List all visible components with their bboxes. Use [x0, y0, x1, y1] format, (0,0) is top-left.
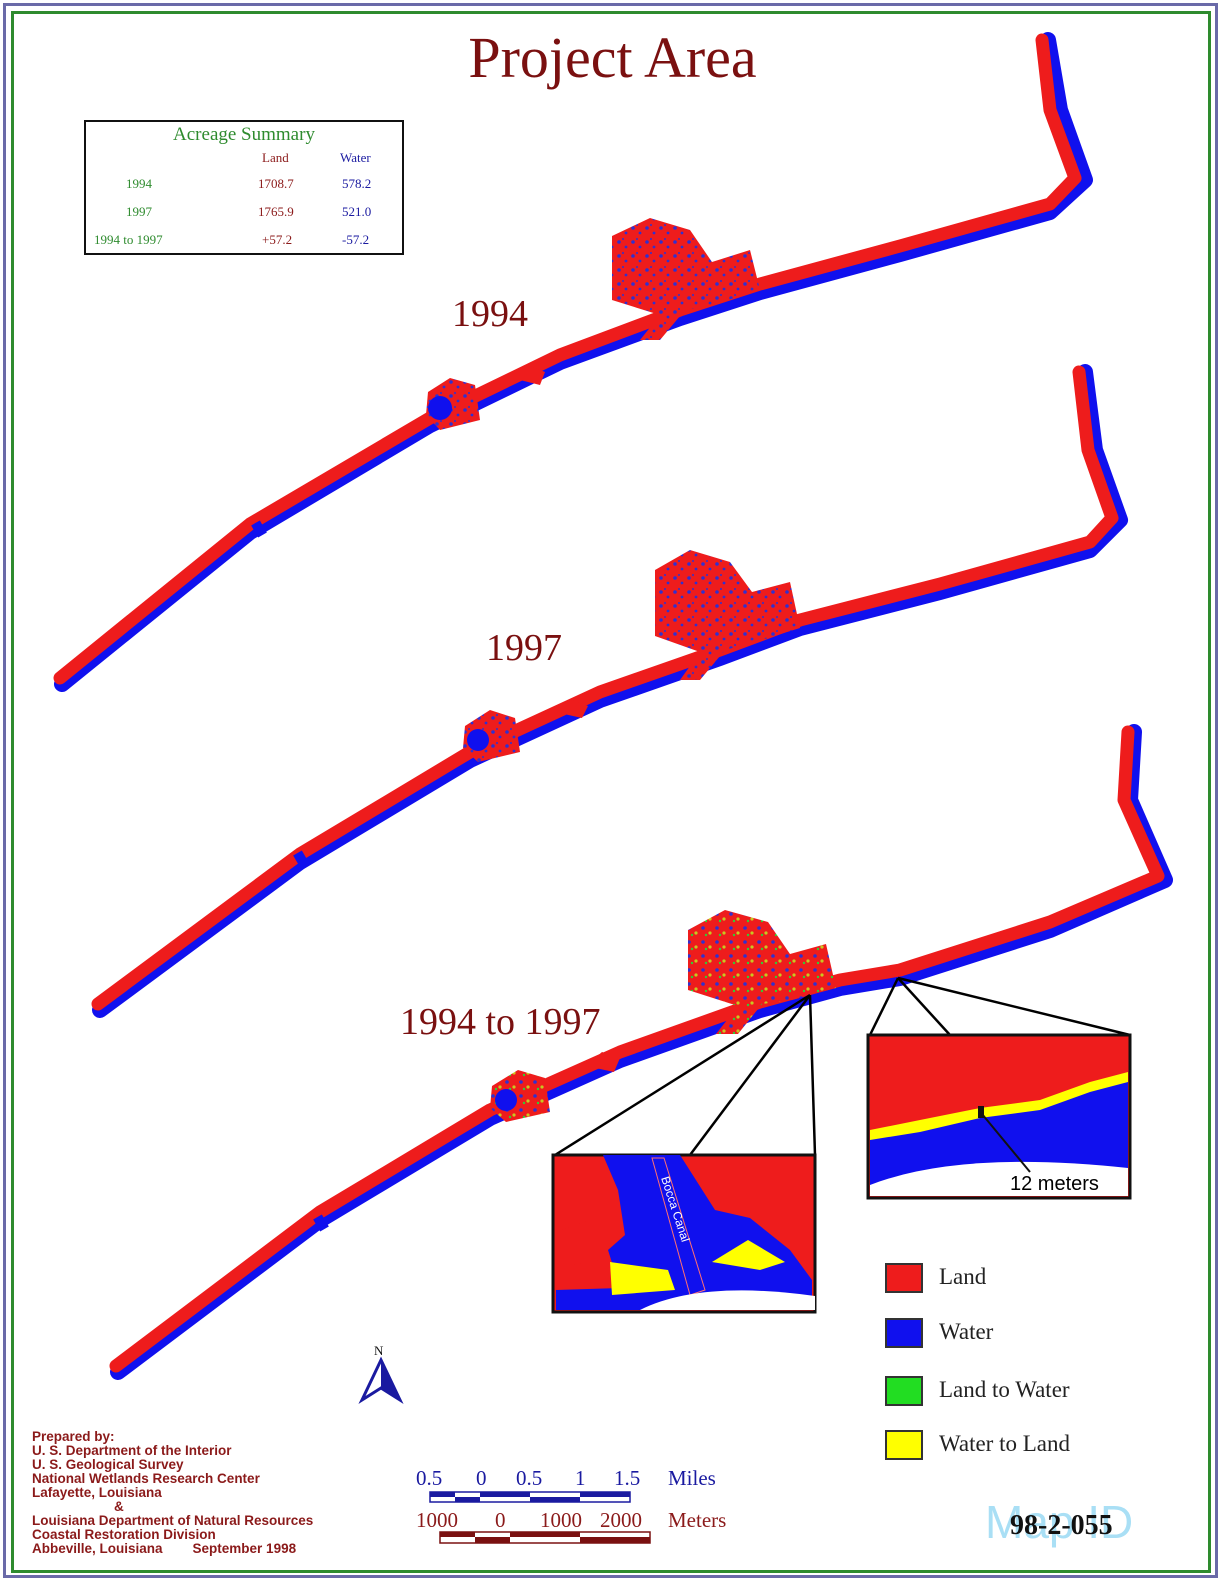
scale-bar-meters: [439, 1531, 651, 1544]
legend-label: Land to Water: [939, 1377, 1070, 1402]
inset-canal: Bocca Canal: [551, 1153, 817, 1314]
pond-change: [495, 1089, 517, 1111]
label-1997: 1997: [486, 627, 562, 669]
acreage-row-land: 1765.9: [258, 204, 294, 219]
legend-swatch-land: [885, 1263, 923, 1293]
acreage-header-water: Water: [340, 150, 371, 165]
strip-1994: [53, 32, 1093, 692]
strip-change: [109, 724, 1173, 1380]
acreage-title: Acreage Summary: [173, 124, 315, 145]
pond-1994: [428, 396, 452, 420]
credits: Prepared by: U. S. Department of the Int…: [32, 1430, 313, 1556]
legend-label: Water to Land: [939, 1431, 1070, 1456]
inset-measure-label: 12 meters: [1010, 1173, 1099, 1195]
land-strip-change: [109, 725, 1165, 1373]
legend-swatch-water: [885, 1318, 923, 1348]
scale-miles-tick: 0.5: [416, 1466, 443, 1490]
credit-line: Coastal Restoration Division: [32, 1527, 216, 1542]
acreage-row-land: +57.2: [262, 232, 293, 247]
label-change: 1994 to 1997: [400, 1001, 601, 1043]
water-cut-1997: [293, 850, 309, 868]
credit-line: Lafayette, Louisiana: [32, 1485, 162, 1500]
acreage-summary: Acreage Summary Land Water 1994 1708.7 5…: [84, 120, 404, 255]
scale-meters-tick: 1000: [540, 1508, 582, 1532]
inner-frame: [11, 11, 1211, 1573]
map-title: Project Area: [468, 25, 757, 90]
marsh-bump-1994: [512, 366, 545, 385]
acreage-row-water: -57.2: [342, 232, 370, 247]
legend-label: Water: [939, 1319, 994, 1344]
inset-measure: [866, 1033, 1132, 1200]
legend-swatch-water-to-land: [885, 1430, 923, 1460]
scale-meters-unit: Meters: [668, 1508, 727, 1532]
acreage-row-label: 1994: [126, 176, 152, 191]
callout-lines: [554, 976, 1131, 1157]
map-id: 98-2-055: [1010, 1510, 1113, 1541]
acreage-row-water: 578.2: [342, 176, 372, 191]
credit-line: National Wetlands Research Center: [32, 1471, 260, 1486]
strip-1997: [91, 364, 1128, 1018]
scale-miles-tick: 0.5: [516, 1466, 543, 1490]
credit-line: Louisiana Department of Natural Resource…: [32, 1513, 314, 1528]
acreage-header-land: Land: [262, 150, 289, 165]
credit-line: Abbeville, Louisiana September 1998: [32, 1541, 297, 1556]
acreage-row-land: 1708.7: [258, 176, 294, 191]
scale-miles-tick: 0: [476, 1466, 487, 1490]
label-1994: 1994: [452, 293, 528, 335]
acreage-row-label: 1994 to 1997: [94, 232, 163, 247]
marsh-large-1994: [612, 218, 760, 340]
north-arrow-icon: N: [358, 1343, 404, 1405]
credit-line: U. S. Geological Survey: [32, 1457, 184, 1472]
scale-meters-tick: 0: [495, 1508, 506, 1532]
credit-line: Prepared by:: [32, 1429, 115, 1444]
scale-miles-tick: 1.5: [614, 1466, 641, 1490]
marsh-bump-change: [586, 1052, 620, 1072]
credit-line: U. S. Department of the Interior: [32, 1443, 232, 1458]
marsh-bump-1997: [555, 700, 588, 718]
scale-miles-unit: Miles: [668, 1466, 716, 1490]
scale-meters-tick: 1000: [416, 1508, 458, 1532]
water-cut-1994: [251, 520, 267, 538]
marsh-large-1997: [655, 550, 800, 680]
water-cut-change: [313, 1214, 329, 1232]
legend-label: Land: [939, 1264, 987, 1289]
credit-line: &: [114, 1499, 124, 1514]
north-label: N: [374, 1343, 384, 1358]
legend-swatch-land-to-water: [885, 1376, 923, 1406]
scale-meters-tick: 2000: [600, 1508, 642, 1532]
map-id-watermark: Map ID: [985, 1496, 1134, 1548]
marsh-large-change: [688, 910, 836, 1034]
land-strip-1994: [53, 33, 1082, 685]
scale-bar-miles: [429, 1491, 631, 1503]
land-strip-1997: [91, 365, 1119, 1011]
scale-miles-tick: 1: [575, 1466, 586, 1490]
outer-frame: [3, 3, 1218, 1578]
acreage-row-water: 521.0: [342, 204, 372, 219]
acreage-row-label: 1997: [126, 204, 152, 219]
pond-1997: [467, 729, 489, 751]
